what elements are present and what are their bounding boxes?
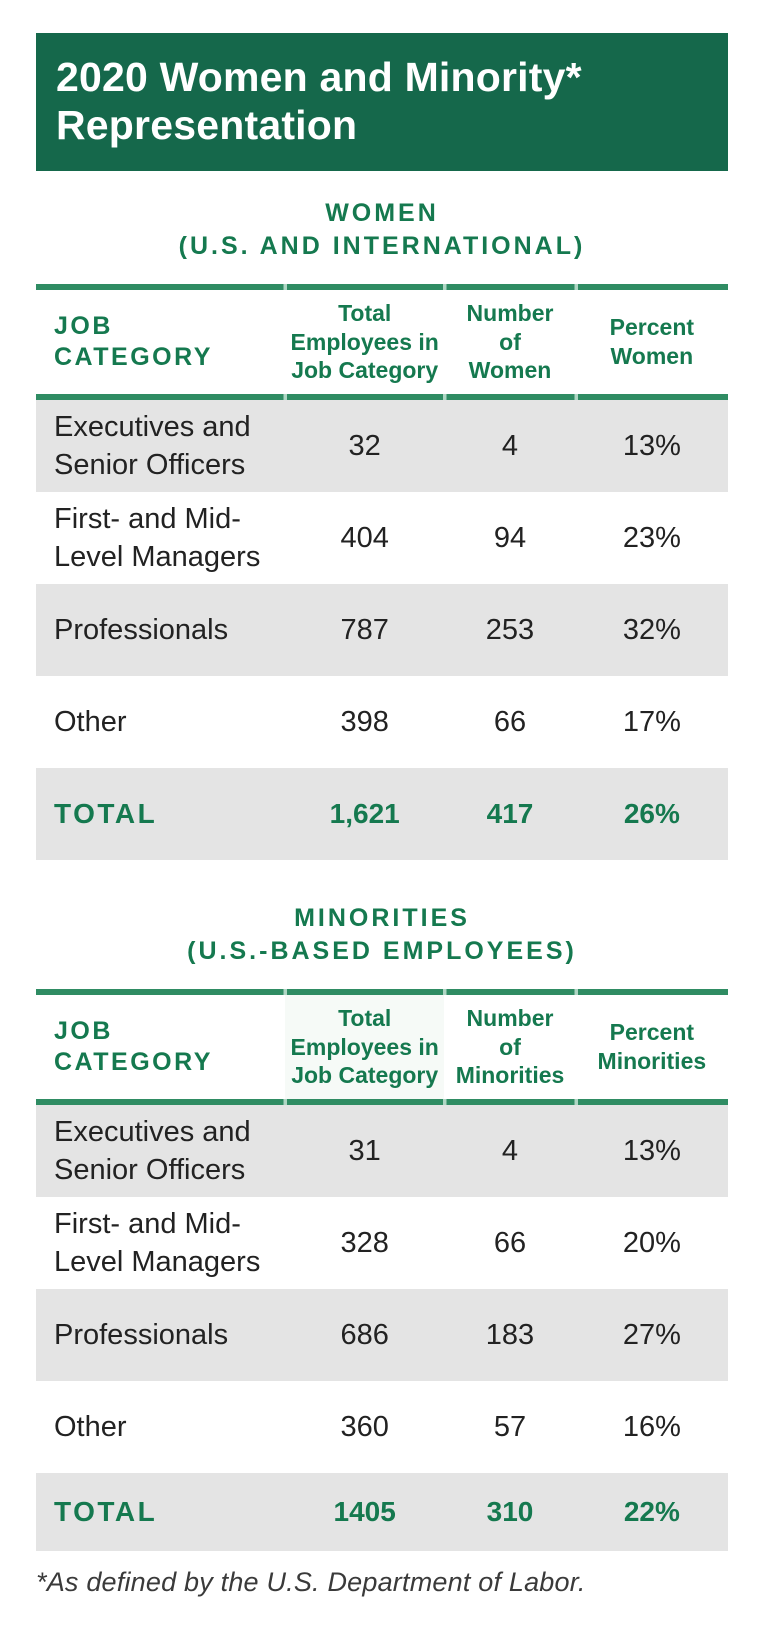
section-title-women-line1: WOMEN	[325, 199, 439, 227]
total-employees-cell: 1405	[333, 1496, 396, 1527]
number-cell: 66	[493, 705, 527, 738]
col-header-job-category: JOB CATEGORY	[54, 1017, 213, 1076]
job-category-cell: First- and Mid- Level Managers	[54, 502, 261, 573]
job-category-cell: Professionals	[54, 1318, 229, 1351]
table-row: First- and Mid- Level Managers 404 94 23…	[36, 492, 728, 584]
percent-cell: 32%	[622, 613, 681, 646]
women-table: JOB CATEGORY Total Employees in Job Cate…	[36, 284, 728, 860]
col-header-number-of-women: Number of Women	[466, 300, 554, 384]
number-cell: 4	[501, 1134, 519, 1167]
women-table-header-row: JOB CATEGORY Total Employees in Job Cate…	[36, 290, 728, 394]
table-header-rule	[36, 1099, 728, 1105]
number-cell: 417	[486, 798, 534, 829]
job-category-cell: Professionals	[54, 613, 229, 646]
number-cell: 310	[486, 1496, 534, 1527]
percent-cell: 13%	[622, 429, 681, 462]
total-label-cell: TOTAL	[54, 1495, 158, 1527]
report-banner: 2020 Women and Minority* Representation	[36, 33, 728, 171]
percent-cell: 16%	[622, 1410, 681, 1443]
total-employees-cell: 360	[340, 1410, 389, 1443]
percent-cell: 13%	[622, 1134, 681, 1167]
section-title-minorities: MINORITIES (U.S.-BASED EMPLOYEES)	[36, 902, 728, 967]
number-cell: 94	[493, 521, 527, 554]
job-category-cell: Executives and Senior Officers	[54, 410, 251, 481]
total-employees-cell: 1,621	[329, 798, 400, 829]
total-employees-cell: 787	[340, 613, 389, 646]
job-category-cell: Other	[54, 705, 127, 738]
percent-cell: 17%	[622, 705, 681, 738]
number-cell: 4	[501, 429, 519, 462]
number-cell: 253	[485, 613, 535, 646]
total-employees-cell: 31	[348, 1134, 381, 1167]
col-header-total-employees: Total Employees in Job Category	[285, 995, 445, 1099]
section-title-minorities-line2: (U.S.-BASED EMPLOYEES)	[187, 936, 577, 965]
section-title-women-line2: (U.S. AND INTERNATIONAL)	[178, 231, 586, 260]
section-title-women: WOMEN (U.S. AND INTERNATIONAL)	[36, 197, 728, 262]
col-header-total-employees: Total Employees in Job Category	[290, 300, 439, 384]
job-category-cell: First- and Mid- Level Managers	[54, 1207, 261, 1278]
minorities-table: JOB CATEGORY Total Employees in Job Cate…	[36, 989, 728, 1551]
report-page: 2020 Women and Minority* Representation …	[36, 33, 728, 1597]
table-row: Executives and Senior Officers 32 4 13%	[36, 400, 728, 492]
total-employees-cell: 686	[340, 1318, 389, 1351]
table-total-row: TOTAL 1405 310 22%	[36, 1473, 728, 1551]
percent-cell: 27%	[622, 1318, 681, 1351]
col-header-percent-women: Percent Women	[609, 314, 695, 369]
total-employees-cell: 328	[340, 1226, 389, 1259]
table-row: Executives and Senior Officers 31 4 13%	[36, 1105, 728, 1197]
job-category-cell: Other	[54, 1410, 127, 1443]
total-employees-cell: 398	[340, 705, 389, 738]
col-header-percent-minorities: Percent Minorities	[597, 1019, 707, 1074]
number-cell: 183	[485, 1318, 535, 1351]
table-row: Other 398 66 17%	[36, 676, 728, 768]
page-title-line2: Representation	[56, 102, 358, 148]
table-row: Professionals 686 183 27%	[36, 1289, 728, 1381]
number-cell: 66	[493, 1226, 527, 1259]
minorities-table-header-row: JOB CATEGORY Total Employees in Job Cate…	[36, 995, 728, 1099]
table-total-row: TOTAL 1,621 417 26%	[36, 768, 728, 860]
col-header-job-category: JOB CATEGORY	[54, 312, 213, 371]
percent-cell: 20%	[622, 1226, 681, 1259]
number-cell: 57	[493, 1410, 527, 1443]
table-row: Other 360 57 16%	[36, 1381, 728, 1473]
table-top-rule	[36, 284, 728, 290]
footnote: *As defined by the U.S. Department of La…	[36, 1567, 586, 1597]
total-employees-cell: 404	[340, 521, 389, 554]
section-title-minorities-line1: MINORITIES	[294, 904, 470, 932]
table-row: First- and Mid- Level Managers 328 66 20…	[36, 1197, 728, 1289]
percent-cell: 23%	[622, 521, 681, 554]
total-employees-cell: 32	[348, 429, 381, 462]
col-header-number-of-minorities: Number of Minorities	[455, 1005, 565, 1089]
percent-cell: 26%	[623, 798, 680, 829]
percent-cell: 22%	[623, 1496, 680, 1527]
job-category-cell: Executives and Senior Officers	[54, 1115, 251, 1186]
page-title-line1: 2020 Women and Minority*	[56, 54, 582, 101]
total-label-cell: TOTAL	[54, 797, 158, 829]
table-header-rule	[36, 394, 728, 400]
table-top-rule	[36, 989, 728, 995]
table-row: Professionals 787 253 32%	[36, 584, 728, 676]
